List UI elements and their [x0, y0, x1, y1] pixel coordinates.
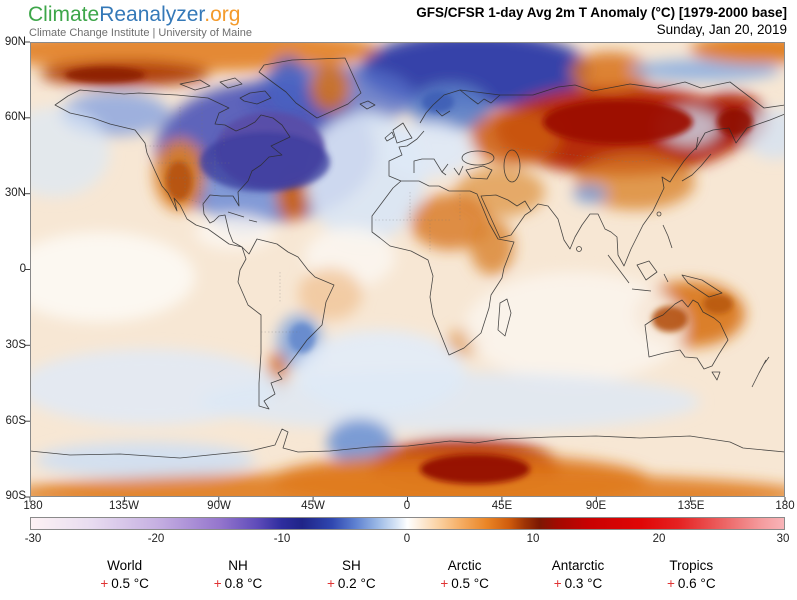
- lat-label-90s: 90S: [5, 490, 26, 502]
- colorbar: [30, 517, 785, 530]
- lat-label-30n: 30N: [4, 187, 26, 199]
- lon-label-90e: 90E: [585, 500, 607, 512]
- logo-reanalyzer: Reanalyzer: [99, 3, 205, 26]
- stat-tropics-number: 0.6 °C: [677, 576, 716, 591]
- stat-antarctic-label: Antarctic: [551, 558, 605, 573]
- plus-sign: +: [100, 576, 109, 591]
- stat-nh-value: +0.8 °C: [181, 576, 294, 591]
- cbar-tick-n30: -30: [24, 533, 42, 545]
- stat-arctic-number: 0.5 °C: [451, 576, 489, 591]
- plus-sign: +: [553, 576, 562, 591]
- map-date: Sunday, Jan 20, 2019: [656, 22, 787, 37]
- stat-tropics-label: Tropics: [669, 558, 714, 573]
- logo-climate: Climate: [28, 3, 100, 26]
- map-title: GFS/CFSR 1-day Avg 2m T Anomaly (°C) [19…: [416, 5, 787, 20]
- stat-tropics-value: +0.6 °C: [635, 576, 748, 591]
- lat-label-60s: 60S: [5, 415, 26, 427]
- plus-sign: +: [213, 576, 222, 591]
- institute-subtitle: Climate Change Institute | University of…: [29, 27, 252, 39]
- stat-antarctic-value: +0.3 °C: [521, 576, 634, 591]
- coastlines: [30, 57, 785, 459]
- stat-sh-number: 0.2 °C: [337, 576, 376, 591]
- lat-label-0: 0: [19, 263, 26, 275]
- stat-arctic-value: +0.5 °C: [408, 576, 521, 591]
- stat-nh-number: 0.8 °C: [224, 576, 263, 591]
- stat-antarctic-number: 0.3 °C: [564, 576, 603, 591]
- lon-label-45e: 45E: [491, 500, 513, 512]
- stat-sh-label: SH: [341, 558, 361, 573]
- stat-sh: SH +0.2 °C: [295, 558, 408, 591]
- lat-label-90n: 90N: [4, 36, 26, 48]
- stat-world: World +0.5 °C: [68, 558, 181, 591]
- stat-tropics: Tropics +0.6 °C: [635, 558, 748, 591]
- country-borders: [146, 102, 671, 333]
- cbar-tick-20: 20: [652, 533, 666, 545]
- lat-label-30s: 30S: [5, 339, 26, 351]
- stat-world-label: World: [107, 558, 143, 573]
- stat-arctic: Arctic +0.5 °C: [408, 558, 521, 591]
- cbar-tick-10: 10: [526, 533, 540, 545]
- stat-nh: NH +0.8 °C: [181, 558, 294, 591]
- stat-antarctic: Antarctic +0.3 °C: [521, 558, 634, 591]
- map-frame: [30, 42, 785, 497]
- lon-label-180w: 180: [23, 500, 43, 512]
- cbar-tick-0: 0: [403, 533, 411, 545]
- lon-label-90w: 90W: [207, 500, 231, 512]
- lat-label-60n: 60N: [4, 111, 26, 123]
- stat-world-value: +0.5 °C: [68, 576, 181, 591]
- stat-arctic-label: Arctic: [447, 558, 482, 573]
- cbar-tick-n10: -10: [273, 533, 291, 545]
- lon-label-0: 0: [403, 500, 411, 512]
- regional-stats: World +0.5 °C NH +0.8 °C SH +0.2 °C Arct…: [68, 558, 748, 591]
- logo-org: .org: [204, 3, 241, 26]
- lon-label-45w: 45W: [301, 500, 325, 512]
- plus-sign: +: [440, 576, 449, 591]
- stat-sh-value: +0.2 °C: [295, 576, 408, 591]
- stat-nh-label: NH: [228, 558, 248, 573]
- anomaly-field: [30, 42, 785, 497]
- plus-sign: +: [667, 576, 675, 591]
- cbar-tick-n20: -20: [147, 533, 165, 545]
- plus-sign: +: [327, 576, 335, 591]
- anomaly-map: [25, 41, 786, 502]
- stat-world-number: 0.5 °C: [111, 576, 149, 591]
- lon-label-135w: 135W: [108, 500, 140, 512]
- axis-ticks: [25, 41, 786, 502]
- world-map-svg: [25, 41, 786, 502]
- lon-label-135e: 135E: [677, 500, 705, 512]
- lon-label-180e: 180: [775, 500, 795, 512]
- cbar-tick-30: 30: [776, 533, 790, 545]
- site-logo[interactable]: ClimateReanalyzer.org: [28, 3, 240, 27]
